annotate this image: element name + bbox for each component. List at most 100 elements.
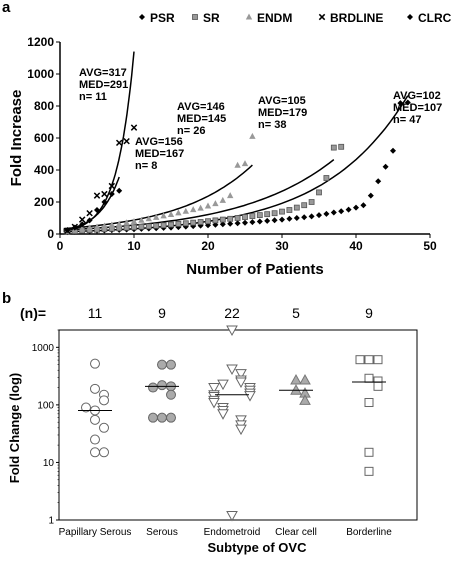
legend-label-endm: ENDM xyxy=(257,11,292,25)
group-counts: 11 9 22 5 9 xyxy=(88,305,373,321)
y-tick-label-a: 0 xyxy=(47,227,54,241)
point-clrc xyxy=(101,199,108,205)
point-endm xyxy=(79,225,86,232)
data-point-b xyxy=(217,409,229,420)
data-point-b xyxy=(99,422,109,433)
data-point-b xyxy=(226,364,238,376)
point-sr xyxy=(279,208,285,215)
point-sr xyxy=(168,221,174,228)
point-psr xyxy=(397,100,404,107)
group-count: 9 xyxy=(365,305,373,321)
x-axis-title-a: Number of Patients xyxy=(186,261,324,278)
annotation-4-line: MED=179 xyxy=(258,107,307,119)
point-sr xyxy=(256,212,263,219)
data-point-b xyxy=(364,355,374,365)
legend-marker-endm xyxy=(245,13,253,20)
axes-a: 0 10 20 30 40 50 0 200 400 600 800 1000 1200 xyxy=(27,35,437,253)
data-point-b xyxy=(364,373,374,383)
point-endm xyxy=(190,206,197,213)
counts-prefix: (n)= xyxy=(20,305,46,321)
point-psr xyxy=(353,204,359,211)
point-clrc xyxy=(86,217,93,224)
category-labels: Papillary Serous Serous Endometroid Clear c… xyxy=(59,527,393,538)
y-axis-title-a: Fold Increase xyxy=(8,90,25,187)
annotation-1-line: AVG=317 xyxy=(79,67,127,79)
data-point-b xyxy=(235,415,247,426)
point-psr xyxy=(234,220,241,227)
point-brdline xyxy=(108,182,116,190)
data-point-b xyxy=(217,379,229,391)
point-clrc xyxy=(64,227,71,233)
data-point-b xyxy=(90,447,100,458)
point-sr xyxy=(138,223,145,230)
data-point-b xyxy=(235,369,247,380)
data-point-b xyxy=(157,412,167,423)
point-sr xyxy=(323,175,330,181)
point-endm xyxy=(197,204,204,211)
annotation-3-line: AVG=146 xyxy=(177,101,225,113)
y-tick-label-a: 600 xyxy=(34,131,54,145)
annotation-1-line: MED=291 xyxy=(79,79,128,91)
point-psr xyxy=(256,218,263,225)
point-psr xyxy=(301,214,308,221)
fit-curve-endm xyxy=(63,164,253,230)
point-psr xyxy=(286,215,293,222)
point-psr xyxy=(219,221,226,228)
annotation-2-line: AVG=156 xyxy=(135,136,183,148)
x-tick-label-a: 10 xyxy=(127,239,141,253)
data-point-b xyxy=(226,325,238,337)
category-label: Clear cell xyxy=(275,527,317,538)
data-point-b xyxy=(208,383,220,394)
data-points-a xyxy=(64,99,411,236)
point-psr xyxy=(390,147,396,154)
point-clrc xyxy=(94,207,100,213)
data-point-b xyxy=(90,434,100,445)
x-tick-label-a: 40 xyxy=(349,239,363,253)
data-point-b xyxy=(99,447,109,458)
y-tick-label-b: 100 xyxy=(37,400,54,411)
data-point-b xyxy=(235,377,247,389)
annotation-5-line: n= 47 xyxy=(393,114,421,126)
point-psr xyxy=(345,206,352,213)
point-sr xyxy=(227,215,234,222)
point-sr xyxy=(175,221,182,227)
group-count: 11 xyxy=(88,305,103,321)
data-point-b xyxy=(90,358,100,369)
y-tick-label-a: 800 xyxy=(34,99,54,113)
point-endm xyxy=(138,216,145,223)
legend-a: PSR SR ENDM BRDLINE CLRC xyxy=(139,11,452,25)
annotation-2-line: MED=167 xyxy=(135,148,184,160)
point-psr xyxy=(360,202,367,209)
point-sr xyxy=(131,224,137,231)
point-endm xyxy=(182,207,189,214)
data-point-b xyxy=(364,398,374,408)
fit-curve-sr xyxy=(63,159,335,231)
data-point-b xyxy=(166,389,176,400)
point-sr xyxy=(330,144,337,151)
point-brdline xyxy=(123,137,130,145)
x-tick-label-a: 50 xyxy=(423,239,437,253)
point-psr xyxy=(242,219,248,226)
point-endm xyxy=(227,192,234,199)
point-sr xyxy=(145,223,152,230)
y-tick-label-a: 1000 xyxy=(27,67,54,81)
point-psr xyxy=(323,210,330,217)
point-sr xyxy=(234,215,241,221)
x-axis-title-b: Subtype of OVC xyxy=(208,540,308,555)
point-endm xyxy=(153,213,160,220)
point-sr xyxy=(182,220,189,227)
point-endm xyxy=(108,221,115,228)
legend-marker-psr xyxy=(139,14,145,20)
point-endm xyxy=(241,160,249,167)
point-psr xyxy=(404,99,411,106)
category-label: Papillary Serous xyxy=(59,527,132,538)
y-tick-label-b: 10 xyxy=(43,458,55,469)
point-endm xyxy=(160,212,167,219)
data-point-b xyxy=(208,398,220,409)
axes-b: 1 10 100 1000 xyxy=(32,329,418,527)
annotation-3-line: MED=145 xyxy=(177,113,226,125)
point-clrc xyxy=(108,191,115,197)
point-sr xyxy=(123,224,130,231)
data-point-b xyxy=(166,412,176,423)
data-point-b xyxy=(157,359,167,370)
